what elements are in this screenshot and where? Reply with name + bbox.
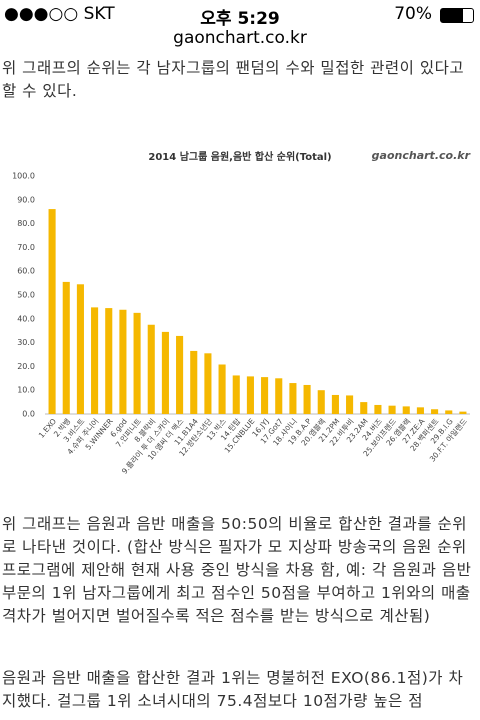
- bar: [261, 377, 269, 414]
- y-tick-label: 100.0: [12, 172, 35, 181]
- bar: [388, 405, 396, 414]
- bar: [48, 209, 56, 414]
- bar: [218, 364, 226, 414]
- y-tick-label: 90.0: [17, 195, 35, 204]
- bar: [91, 307, 99, 414]
- bar: [246, 376, 254, 414]
- y-tick-label: 40.0: [17, 314, 35, 323]
- bar: [133, 312, 141, 414]
- bar: [431, 409, 439, 414]
- bar: [161, 331, 169, 414]
- bar: [190, 350, 198, 414]
- bar: [147, 324, 155, 414]
- battery-level: 70%: [394, 4, 432, 24]
- bar: [204, 353, 212, 414]
- carrier: ●●●○○ SKT: [4, 4, 115, 24]
- bar: [303, 384, 311, 414]
- y-tick-label: 70.0: [17, 243, 35, 252]
- bar: [289, 383, 297, 414]
- bar: [331, 394, 339, 414]
- bar: [360, 402, 368, 414]
- bar: [105, 308, 113, 414]
- bar: [346, 395, 354, 414]
- paragraph: 위 그래프는 음원과 음반 매출을 50:50의 비율로 합산한 결과를 순위로…: [2, 515, 472, 625]
- y-tick-label: 30.0: [17, 338, 35, 347]
- battery-icon: [440, 8, 474, 23]
- bar: [416, 407, 424, 414]
- y-tick-label: 50.0: [17, 291, 35, 300]
- y-tick-label: 10.0: [17, 386, 35, 395]
- bar: [62, 281, 70, 414]
- bar: [76, 284, 84, 414]
- paragraph: 음원과 음반 매출을 합산한 결과 1위는 명불허전 EXO(86.1점)가 차…: [2, 669, 464, 710]
- url[interactable]: gaonchart.co.kr: [173, 28, 307, 48]
- bar: [176, 335, 184, 414]
- bar: [232, 375, 240, 414]
- bar: [119, 309, 127, 414]
- chart: 2014 남그룹 음원,음반 합산 순위(Total) gaonchart.co…: [12, 149, 471, 476]
- bar: [445, 410, 453, 414]
- paragraph: 위 그래프의 순위는 각 남자그룹의 팬덤의 수와 밀접한 관련이 있다고 할 …: [2, 59, 465, 100]
- bar: [459, 411, 467, 414]
- y-tick-label: 60.0: [17, 267, 35, 276]
- y-tick-label: 80.0: [17, 219, 35, 228]
- chart-title: 2014 남그룹 음원,음반 합산 순위(Total): [148, 150, 331, 163]
- y-tick-label: 0.0: [22, 410, 35, 419]
- watermark: gaonchart.co.kr: [372, 149, 471, 162]
- y-tick-label: 20.0: [17, 362, 35, 371]
- bar: [275, 378, 283, 414]
- bar: [374, 404, 382, 414]
- clock: 오후 5:29: [200, 9, 280, 29]
- bar: [317, 390, 325, 414]
- bar: [402, 406, 410, 414]
